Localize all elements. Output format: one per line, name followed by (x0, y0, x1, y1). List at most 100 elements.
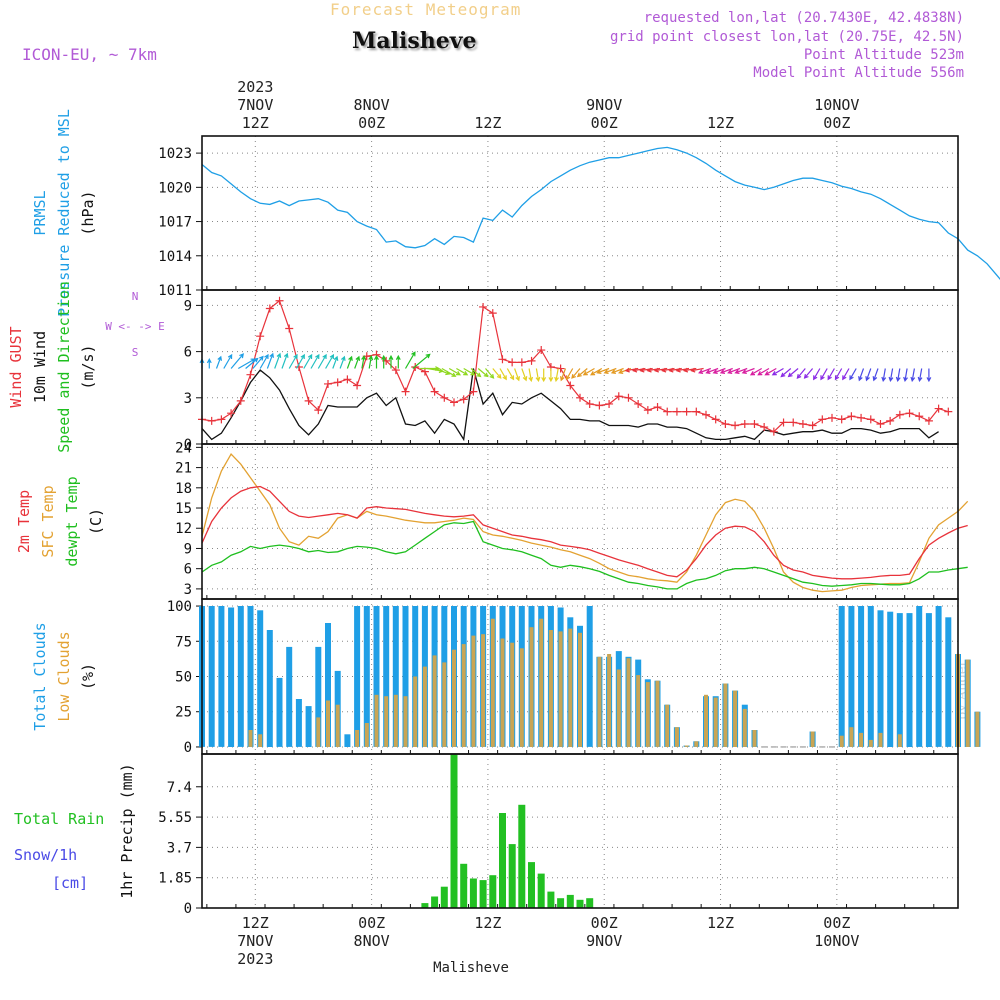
wind-gust-marker (740, 419, 749, 428)
snow-unit-label: [cm] (52, 874, 88, 892)
low-cloud-bar (374, 694, 379, 747)
wind-direction-arrow (463, 367, 476, 376)
wind-direction-arrow (288, 353, 298, 369)
wind-direction-arrow (310, 353, 320, 369)
wind-gust-marker (643, 406, 652, 415)
total-cloud-bar (848, 606, 855, 747)
wind-gust-marker (876, 419, 885, 428)
wind-direction-arrow (215, 355, 222, 369)
rain-bar (479, 880, 487, 908)
total-cloud-bar (354, 606, 361, 747)
low-cloud-bar (704, 694, 708, 747)
wind-gust-marker (343, 375, 352, 384)
top-time-label: 12Z (474, 114, 501, 132)
wind-gust-marker (537, 346, 546, 355)
bottom-time-label: 12Z (242, 914, 269, 932)
wind-direction-arrow (361, 355, 366, 369)
rain-bar (450, 754, 458, 908)
wind-gust-marker (682, 407, 691, 416)
rain-bar (586, 898, 594, 908)
wind-gust-marker (275, 296, 284, 305)
low-cloud-bar (510, 642, 515, 747)
wind-direction-arrow (441, 367, 457, 377)
total-cloud-bar (935, 606, 942, 747)
low-cloud-bar (684, 745, 689, 747)
total-cloud-bar (838, 606, 845, 747)
rain-bar (528, 862, 535, 908)
wind-gust-marker (236, 396, 245, 405)
wind-gust-marker (857, 413, 866, 422)
top-time-label: 7NOV (237, 96, 273, 114)
temperature-ylabel: dewpt Temp (63, 476, 81, 566)
low-cloud-bar (849, 727, 854, 747)
total-cloud-bar (916, 606, 923, 747)
low-cloud-bar (471, 635, 476, 747)
pressure-ytick-label: 1011 (158, 283, 192, 299)
wind-gust-marker (324, 379, 332, 388)
total-cloud-bar (218, 606, 225, 747)
wind-direction-arrow (796, 368, 806, 379)
wind-gust-marker (207, 416, 216, 425)
pressure-frame (201, 135, 959, 291)
wind-gust-marker (256, 332, 265, 341)
rain-bar (576, 899, 584, 908)
wind-direction-arrow (560, 368, 567, 382)
wind-direction-arrow (764, 367, 777, 376)
bottom-time-label: 00Z (358, 914, 385, 932)
wind-direction-arrow (245, 357, 259, 369)
precip-ylabel: 1hr Precip (mm) (118, 763, 136, 898)
wind-gust-marker (934, 404, 943, 413)
temperature-ytick-label: 6 (184, 562, 192, 578)
low-cloud-bar (442, 662, 447, 747)
temperature-ytick-label: 3 (184, 582, 192, 598)
total-cloud-bar (237, 606, 244, 747)
low-cloud-bar (645, 682, 650, 747)
total-cloud-bar (247, 606, 254, 747)
wind-gust-marker (401, 387, 410, 396)
wind-direction-arrow (259, 353, 269, 369)
wind-direction-arrow (266, 352, 274, 369)
total-cloud-bar (305, 706, 312, 747)
bottom-time-label: 00Z (591, 914, 618, 932)
wind-direction-arrow (404, 351, 416, 369)
low-cloud-bar (481, 634, 486, 747)
top-time-label: 2023 (237, 78, 273, 96)
low-cloud-bar (539, 618, 544, 747)
temperature-ylabel: 2m Temp (15, 490, 33, 553)
rain-bar (469, 878, 477, 908)
temperature-ytick-label: 21 (175, 461, 192, 477)
compass-south: S (132, 346, 139, 359)
total-cloud-bar (392, 606, 399, 747)
wind-gust-marker (924, 416, 933, 425)
wind-direction-arrow (757, 367, 770, 376)
low-cloud-bar (713, 697, 718, 747)
precip-ytick-label: 1.85 (158, 871, 192, 887)
low-cloud-bar (403, 696, 408, 747)
wind-direction-arrow (858, 368, 865, 382)
wind-direction-arrow (827, 368, 835, 381)
wind-direction-arrow (332, 355, 339, 369)
temp-dewpoint-line (201, 520, 968, 590)
total-cloud-bar (402, 606, 409, 747)
low-cloud-bar (452, 649, 456, 747)
wind-direction-arrow (849, 368, 857, 381)
snow-legend-label: Snow/1h (14, 846, 77, 864)
wind-gust-marker (488, 309, 497, 318)
wind-gust-marker (595, 401, 604, 410)
wind-gust-marker (828, 413, 836, 422)
wind-direction-arrow (712, 367, 726, 374)
wind-direction-arrow (325, 353, 335, 369)
wind-gust-marker (459, 395, 468, 404)
low-cloud-bar (548, 630, 553, 747)
wind-gust-marker (227, 409, 236, 418)
wind-gust-marker (808, 421, 817, 430)
temperature-ytick-label: 12 (175, 521, 192, 537)
wind-ylabel: Wind GUST (7, 326, 25, 407)
low-cloud-bar (897, 734, 902, 747)
wind-frame (201, 289, 959, 445)
pressure-ytick-label: 1020 (158, 180, 192, 196)
total-cloud-bar (858, 606, 865, 747)
wind-gust-marker (527, 356, 536, 365)
low-cloud-bar (258, 734, 263, 747)
wind-direction-arrow (548, 368, 554, 383)
